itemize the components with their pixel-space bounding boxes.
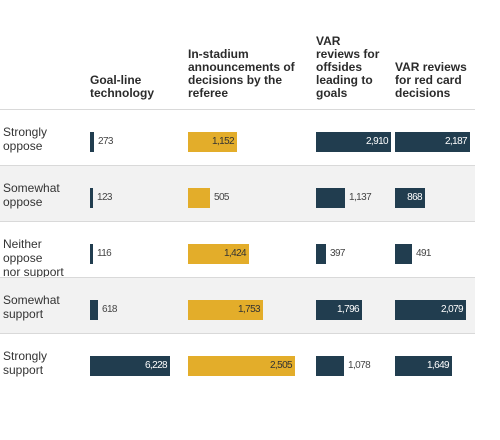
bar-4	[395, 188, 425, 208]
data-label: 2,079	[440, 304, 464, 315]
data-label: 1,078	[348, 360, 371, 371]
column-header-line: offsides	[316, 60, 363, 74]
column-header-line: VAR	[316, 34, 341, 48]
bar-4	[395, 244, 412, 264]
data-label: 505	[214, 192, 229, 203]
row-label-line: oppose	[3, 139, 43, 153]
bar-1	[90, 300, 98, 320]
column-header-line: technology	[90, 86, 155, 100]
column-header-line: VAR reviews	[395, 60, 467, 74]
row-label-line: oppose	[3, 195, 43, 209]
column-header-line: for red card	[395, 73, 462, 87]
bar-3	[316, 300, 362, 320]
data-label: 868	[407, 192, 422, 203]
data-label: 2,505	[269, 360, 293, 371]
bar-1	[90, 356, 170, 376]
column-header-line: goals	[316, 86, 348, 100]
bar-2	[188, 132, 237, 152]
data-label: 116	[97, 248, 112, 259]
data-label: 273	[98, 136, 113, 147]
bar-3	[316, 132, 391, 152]
column-header-line: reviews for	[316, 47, 380, 61]
bar-1	[90, 244, 93, 264]
data-label: 1,796	[336, 304, 360, 315]
row-label-line: Somewhat	[3, 293, 60, 307]
bar-3	[316, 188, 345, 208]
bar-4	[395, 356, 452, 376]
data-label: 1,753	[237, 304, 261, 315]
column-header-1: Goal-line technology	[90, 74, 154, 100]
bar-2	[188, 356, 295, 376]
row-label-line: support	[3, 307, 44, 321]
data-label: 2,910	[365, 136, 389, 147]
row-label-line: support	[3, 363, 44, 377]
row-divider	[0, 333, 475, 334]
column-header-line: announcements of	[188, 60, 295, 74]
row-label-line: Strongly	[3, 125, 48, 139]
row-label: Somewhat oppose	[3, 181, 83, 209]
bar-1	[90, 188, 93, 208]
row-divider	[0, 221, 475, 222]
bar-3	[316, 356, 344, 376]
data-label: 397	[330, 248, 345, 259]
bar-2	[188, 188, 210, 208]
column-header-line: leading to	[316, 73, 373, 87]
data-label: 6,228	[144, 360, 168, 371]
row-label: Strongly oppose	[3, 125, 83, 153]
column-header-2: In-stadium announcements of decisions by t…	[188, 48, 295, 100]
data-label: 1,137	[349, 192, 372, 203]
data-label: 1,649	[426, 360, 450, 371]
bar-3	[316, 244, 326, 264]
data-label: 123	[97, 192, 112, 203]
bar-2	[188, 300, 263, 320]
bar-2	[188, 244, 249, 264]
data-label: 1,424	[223, 248, 247, 259]
row-label: Neither oppose nor support	[3, 237, 83, 279]
row-divider	[0, 277, 475, 278]
data-label: 618	[102, 304, 117, 315]
row-label: Strongly support	[3, 349, 83, 377]
column-header-line: decisions	[395, 86, 451, 100]
bar-1	[90, 132, 94, 152]
row-label-line: Somewhat	[3, 181, 60, 195]
row-label: Somewhat support	[3, 293, 83, 321]
bar-4	[395, 300, 466, 320]
column-header-line: Goal-line	[90, 73, 142, 87]
bar-4	[395, 132, 470, 152]
column-header-4: VAR reviews for red card decisions	[395, 61, 467, 100]
data-label: 491	[416, 248, 431, 259]
row-divider	[0, 109, 475, 110]
column-header-3: VAR reviews for offsides leading to goals	[316, 35, 379, 100]
column-header-line: decisions by the	[188, 73, 283, 87]
row-label-line: Neither oppose	[3, 237, 43, 265]
row-label-line: Strongly	[3, 349, 48, 363]
data-label: 2,187	[444, 136, 468, 147]
column-header-line: In-stadium	[188, 47, 249, 61]
column-header-line: referee	[188, 86, 229, 100]
data-label: 1,152	[211, 136, 235, 147]
row-divider	[0, 165, 475, 166]
row-label-line: nor support	[3, 265, 64, 279]
